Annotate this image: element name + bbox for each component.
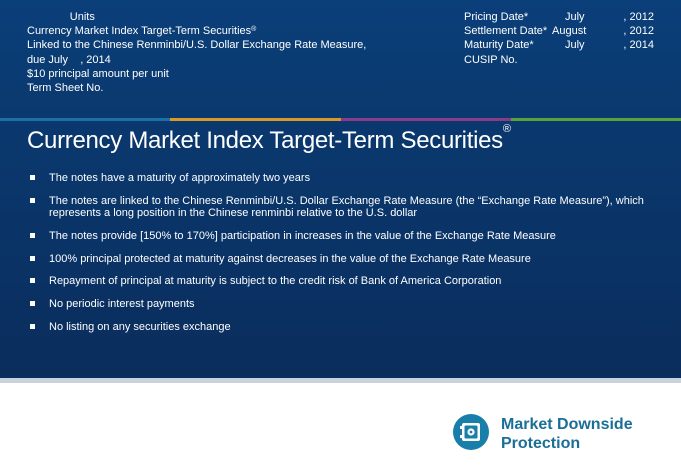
- bullet-maturity: The notes have a maturity of approximate…: [27, 172, 647, 185]
- bullet-participation: The notes provide [150% to 170%] partici…: [27, 230, 647, 243]
- term-sheet-header-panel: Units Currency Market Index Target-Term …: [0, 0, 681, 378]
- term-sheet-number: Term Sheet No.: [27, 82, 104, 95]
- badge-line-2: Protection: [501, 435, 581, 452]
- principal-amount-line: $10 principal amount per unit: [27, 67, 169, 80]
- units-line: Units: [27, 11, 95, 23]
- bullet-linked-measure: The notes are linked to the Chinese Renm…: [27, 195, 647, 220]
- bullet-principal-protection: 100% principal protected at maturity aga…: [27, 253, 647, 266]
- pricing-date-row: Pricing Date* July , 2012: [464, 10, 664, 24]
- stripe-segment-purple: [341, 118, 511, 121]
- key-dates: Pricing Date* July , 2012 Settlement Dat…: [464, 10, 664, 67]
- maturity-date-label: Maturity Date*: [464, 39, 534, 52]
- bullet-no-listing: No listing on any securities exchange: [27, 321, 647, 334]
- stripe-segment-green: [511, 118, 681, 121]
- linked-measure-line: Linked to the Chinese Renminbi/U.S. Doll…: [27, 39, 367, 52]
- bullet-no-interest: No periodic interest payments: [27, 298, 647, 311]
- cusip-label: CUSIP No.: [464, 53, 518, 66]
- registered-mark: ®: [251, 26, 257, 34]
- security-name-line: Currency Market Index Target-Term Securi…: [27, 25, 257, 38]
- color-stripe-divider: [0, 118, 681, 121]
- maturity-date-year: , 2014: [623, 39, 654, 52]
- maturity-date-month: July: [565, 39, 585, 52]
- settlement-date-label: Settlement Date*: [464, 25, 548, 38]
- badge-line-1: Market Downside: [501, 416, 633, 433]
- pricing-date-label: Pricing Date*: [464, 11, 529, 23]
- panel-bottom-border: [0, 378, 681, 383]
- stripe-segment-blue: [0, 118, 170, 121]
- offering-details: Units Currency Market Index Target-Term …: [27, 10, 366, 95]
- settlement-date-row: Settlement Date* August , 2012: [464, 24, 664, 38]
- pricing-date-year: , 2012: [623, 11, 654, 23]
- stripe-segment-gold: [170, 118, 341, 121]
- settlement-date-month: August: [552, 25, 587, 38]
- title-registered-mark: ®: [502, 123, 511, 135]
- cusip-row: CUSIP No.: [464, 53, 664, 67]
- due-date-line: due July , 2014: [27, 53, 111, 66]
- market-downside-protection-label: Market Downside Protection: [501, 415, 633, 453]
- page-title: Currency Market Index Target-Term Securi…: [27, 123, 511, 154]
- bullet-credit-risk: Repayment of principal at maturity is su…: [27, 275, 647, 288]
- pricing-date-month: July: [565, 11, 585, 23]
- maturity-date-row: Maturity Date* July , 2014: [464, 38, 664, 52]
- feature-bullet-list: The notes have a maturity of approximate…: [27, 172, 647, 343]
- settlement-date-year: , 2012: [623, 25, 654, 38]
- vault-icon: [453, 414, 489, 450]
